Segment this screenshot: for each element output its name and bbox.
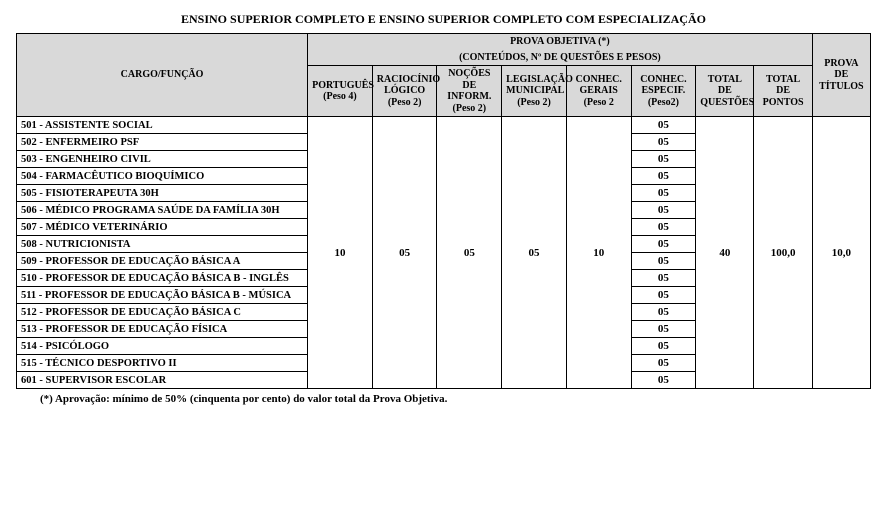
merged-total_questoes: 40 (696, 117, 754, 389)
especif-cell: 05 (631, 253, 696, 270)
especif-cell: 05 (631, 304, 696, 321)
cargo-cell: 507 - MÉDICO VETERINÁRIO (17, 219, 308, 236)
main-table: CARGO/FUNÇÃO PROVA OBJETIVA (*) PROVA DE… (16, 33, 871, 389)
especif-cell: 05 (631, 219, 696, 236)
merged-raciocinio: 05 (372, 117, 437, 389)
cargo-cell: 502 - ENFERMEIRO PSF (17, 134, 308, 151)
col-conhec-especif: CONHEC. ESPECIF. (Peso2) (631, 66, 696, 117)
especif-cell: 05 (631, 355, 696, 372)
table-row: 501 - ASSISTENTE SOCIAL10050505100540100… (17, 117, 871, 134)
col-conhec-gerais: CONHEC. GERAIS (Peso 2 (566, 66, 631, 117)
footnote: (*) Aprovação: mínimo de 50% (cinquenta … (40, 393, 871, 405)
table-body: 501 - ASSISTENTE SOCIAL10050505100540100… (17, 117, 871, 389)
col-prova-objetiva: PROVA OBJETIVA (*) (308, 34, 813, 50)
merged-conhec_gerais: 10 (566, 117, 631, 389)
col-total-pontos: TOTAL DE PONTOS (754, 66, 812, 117)
cargo-cell: 508 - NUTRICIONISTA (17, 236, 308, 253)
cargo-cell: 501 - ASSISTENTE SOCIAL (17, 117, 308, 134)
col-legislacao: LEGISLAÇÃO MUNICIPAL (Peso 2) (502, 66, 567, 117)
especif-cell: 05 (631, 372, 696, 389)
col-prova-sub: (CONTEÚDOS, Nº DE QUESTÕES E PESOS) (308, 50, 813, 66)
especif-cell: 05 (631, 338, 696, 355)
cargo-cell: 511 - PROFESSOR DE EDUCAÇÃO BÁSICA B - M… (17, 287, 308, 304)
cargo-cell: 506 - MÉDICO PROGRAMA SAÚDE DA FAMÍLIA 3… (17, 202, 308, 219)
cargo-cell: 514 - PSICÓLOGO (17, 338, 308, 355)
cargo-cell: 513 - PROFESSOR DE EDUCAÇÃO FÍSICA (17, 321, 308, 338)
especif-cell: 05 (631, 236, 696, 253)
especif-cell: 05 (631, 202, 696, 219)
cargo-cell: 505 - FISIOTERAPEUTA 30H (17, 185, 308, 202)
especif-cell: 05 (631, 151, 696, 168)
especif-cell: 05 (631, 168, 696, 185)
cargo-cell: 503 - ENGENHEIRO CIVIL (17, 151, 308, 168)
col-prova-titulos: PROVA DE TÍTULOS (812, 34, 870, 117)
merged-legislacao: 05 (502, 117, 567, 389)
especif-cell: 05 (631, 270, 696, 287)
especif-cell: 05 (631, 117, 696, 134)
table-head: CARGO/FUNÇÃO PROVA OBJETIVA (*) PROVA DE… (17, 34, 871, 117)
col-nocoes: NOÇÕES DE INFORM. (Peso 2) (437, 66, 502, 117)
col-portugues: PORTUGUÊS (Peso 4) (308, 66, 373, 117)
merged-portugues: 10 (308, 117, 373, 389)
col-cargo: CARGO/FUNÇÃO (17, 34, 308, 117)
especif-cell: 05 (631, 321, 696, 338)
merged-total_pontos: 100,0 (754, 117, 812, 389)
cargo-cell: 515 - TÉCNICO DESPORTIVO II (17, 355, 308, 372)
cargo-cell: 504 - FARMACÊUTICO BIOQUÍMICO (17, 168, 308, 185)
merged-nocoes: 05 (437, 117, 502, 389)
especif-cell: 05 (631, 287, 696, 304)
especif-cell: 05 (631, 134, 696, 151)
merged-prova_titulos: 10,0 (812, 117, 870, 389)
page-title: ENSINO SUPERIOR COMPLETO E ENSINO SUPERI… (16, 12, 871, 27)
cargo-cell: 601 - SUPERVISOR ESCOLAR (17, 372, 308, 389)
col-total-questoes: TOTAL DE QUESTÕES (696, 66, 754, 117)
cargo-cell: 509 - PROFESSOR DE EDUCAÇÃO BÁSICA A (17, 253, 308, 270)
cargo-cell: 510 - PROFESSOR DE EDUCAÇÃO BÁSICA B - I… (17, 270, 308, 287)
especif-cell: 05 (631, 185, 696, 202)
cargo-cell: 512 - PROFESSOR DE EDUCAÇÃO BÁSICA C (17, 304, 308, 321)
col-raciocinio: RACIOCÍNIO LÓGICO (Peso 2) (372, 66, 437, 117)
